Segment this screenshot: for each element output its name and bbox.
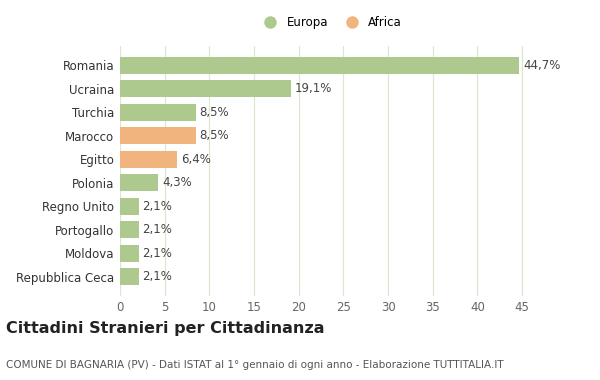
Text: 8,5%: 8,5% [200, 129, 229, 142]
Text: 2,1%: 2,1% [142, 200, 172, 213]
Bar [120, 174, 158, 191]
Bar [120, 245, 139, 261]
Bar [120, 127, 196, 144]
Text: 2,1%: 2,1% [142, 223, 172, 236]
Text: 6,4%: 6,4% [181, 153, 211, 166]
Text: 4,3%: 4,3% [162, 176, 192, 189]
Bar [120, 104, 196, 121]
Bar [120, 81, 290, 97]
Legend: Europa, Africa: Europa, Africa [253, 11, 407, 34]
Bar [120, 151, 177, 168]
Text: 44,7%: 44,7% [523, 59, 560, 72]
Bar [120, 221, 139, 238]
Text: 2,1%: 2,1% [142, 247, 172, 260]
Bar [120, 198, 139, 215]
Text: 19,1%: 19,1% [294, 82, 332, 95]
Bar [120, 268, 139, 285]
Text: COMUNE DI BAGNARIA (PV) - Dati ISTAT al 1° gennaio di ogni anno - Elaborazione T: COMUNE DI BAGNARIA (PV) - Dati ISTAT al … [6, 361, 503, 370]
Text: 8,5%: 8,5% [200, 106, 229, 119]
Bar [120, 57, 520, 74]
Text: Cittadini Stranieri per Cittadinanza: Cittadini Stranieri per Cittadinanza [6, 321, 325, 336]
Text: 2,1%: 2,1% [142, 270, 172, 283]
